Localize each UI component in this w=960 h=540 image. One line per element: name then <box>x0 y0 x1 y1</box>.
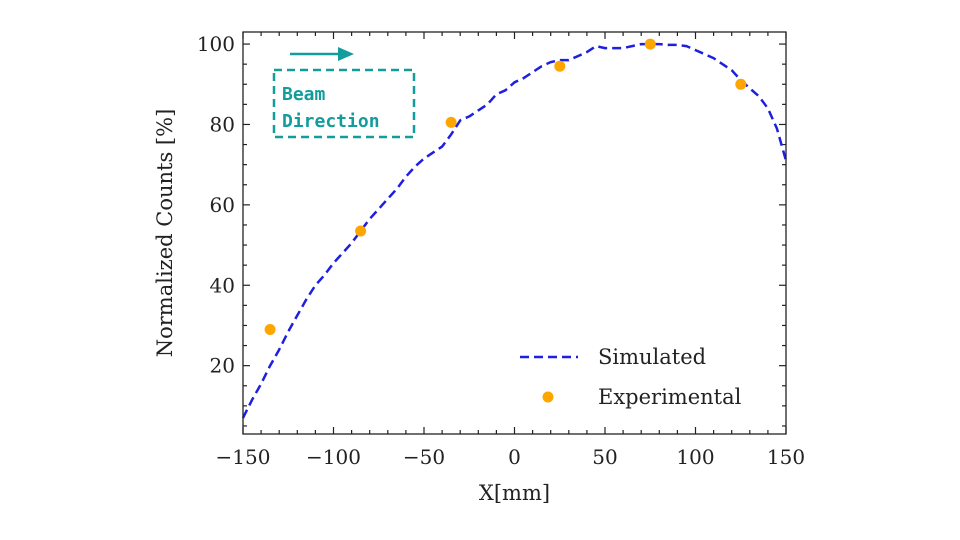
legend-experimental-marker <box>542 391 554 403</box>
series-simulated-line <box>241 42 788 419</box>
y-tick-label: 60 <box>210 193 235 217</box>
plot-content <box>241 38 788 419</box>
tick-labels: −150 −100 −50 0 50 100 150 20 40 60 80 100 <box>197 32 805 469</box>
experimental-point <box>445 116 457 128</box>
x-tick-label: −100 <box>306 445 361 469</box>
experimental-point <box>735 78 747 90</box>
legend-experimental-label: Experimental <box>598 385 742 409</box>
beam-direction-annotation: Beam Direction <box>272 47 416 139</box>
experimental-point <box>264 324 276 335</box>
y-axis-label: Normalized Counts [%] <box>153 109 177 358</box>
x-tick-label: −50 <box>403 445 445 469</box>
beam-direction-text-line-2: Direction <box>282 111 380 132</box>
x-tick-label: 150 <box>767 445 805 469</box>
x-tick-label: −150 <box>216 445 271 469</box>
beam-direction-text-line-1: Beam <box>282 84 326 105</box>
experimental-point <box>355 225 367 237</box>
y-tick-label: 20 <box>210 354 235 378</box>
legend: Simulated Experimental <box>520 345 742 409</box>
x-tick-label: 0 <box>508 445 521 469</box>
x-tick-label: 100 <box>676 445 714 469</box>
legend-simulated-label: Simulated <box>598 345 706 369</box>
x-tick-label: 50 <box>592 445 617 469</box>
y-tick-label: 100 <box>197 32 235 56</box>
experimental-point <box>644 38 656 50</box>
y-tick-label: 80 <box>210 112 235 136</box>
plot-frame <box>242 31 787 435</box>
x-axis-label: X[mm] <box>479 481 550 505</box>
experimental-point <box>554 60 566 72</box>
beam-direction-arrowhead-icon <box>338 47 354 61</box>
beam-direction-box <box>272 68 416 139</box>
y-tick-label: 40 <box>210 273 235 297</box>
